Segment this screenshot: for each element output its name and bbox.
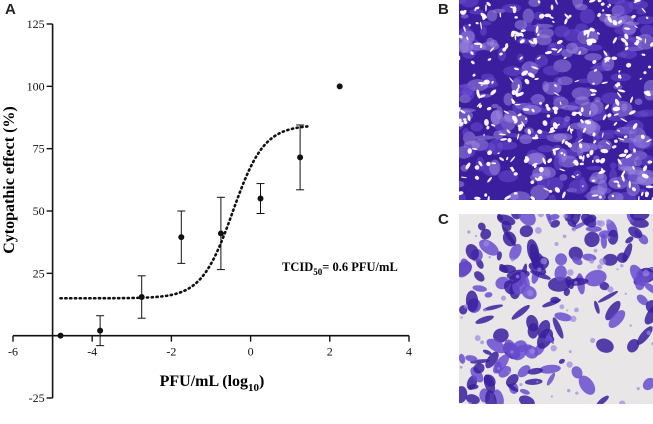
x-axis-label: PFU/mL (log10) — [160, 373, 265, 394]
y-tick-label: -25 — [29, 391, 45, 405]
data-point — [217, 230, 224, 237]
x-tick-label: -4 — [87, 345, 97, 359]
y-tick-label: 125 — [27, 17, 45, 31]
panel-letter-b: B — [438, 1, 449, 18]
data-point — [97, 327, 104, 334]
x-tick-label: -2 — [166, 345, 176, 359]
y-axis-label: Cytopathic effect (%) — [1, 106, 18, 254]
data-point — [297, 154, 304, 161]
x-tick-label: 0 — [248, 345, 254, 359]
y-tick-label: 100 — [27, 79, 45, 93]
x-tick-label: 4 — [406, 345, 412, 359]
sigmoid-fit-curve — [59, 124, 312, 300]
panel-letter-c: C — [438, 211, 449, 228]
data-points-group — [57, 83, 343, 347]
micrograph-c-cytopathic-effect — [459, 214, 653, 404]
panel-letter-a: A — [5, 1, 16, 18]
y-tick-label: 25 — [33, 266, 45, 280]
data-point — [178, 234, 185, 241]
fit-curve-group — [59, 124, 312, 300]
data-point — [57, 332, 64, 339]
x-tick-label: -6 — [8, 345, 18, 359]
data-point — [336, 83, 343, 90]
chart-axes: -25 25 50 75 100 125 -6 -4 -2 0 2 4 — [8, 17, 412, 405]
y-tick-label: 50 — [33, 204, 45, 218]
data-point — [138, 294, 145, 301]
micrograph-b-confluent-monolayer — [459, 0, 653, 200]
data-point — [257, 195, 264, 202]
x-tick-label: 2 — [327, 345, 333, 359]
tcid50-annotation: TCID50= 0.6 PFU/mL — [282, 260, 398, 277]
y-tick-label: 75 — [33, 142, 45, 156]
